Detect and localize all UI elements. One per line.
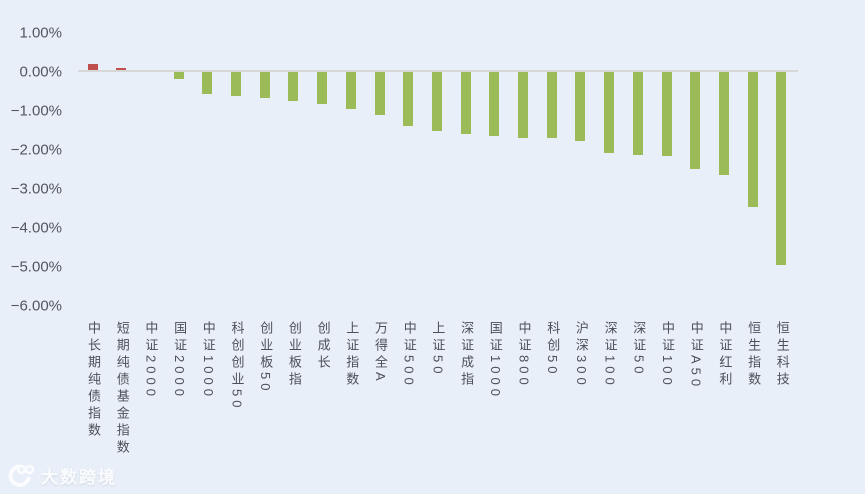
y-tick-label: −2.00%: [10, 141, 62, 159]
x-tick-label: 科创创业50: [229, 321, 245, 412]
x-tick-label: 上证指数: [344, 321, 360, 389]
bar: [518, 72, 528, 138]
bar: [288, 72, 299, 101]
bar: [173, 72, 184, 80]
bar: [661, 72, 672, 156]
bar: [747, 72, 758, 208]
bar: [546, 72, 557, 139]
x-tick-label: 中证100: [660, 321, 675, 389]
bar: [460, 72, 471, 134]
x-tick-label: 科创50: [545, 321, 561, 378]
bar: [632, 72, 643, 156]
x-tick-label: 恒生指数: [746, 321, 762, 389]
bar: [345, 72, 356, 109]
bar: [776, 72, 787, 266]
watermark: 大数跨境: [7, 462, 117, 489]
bar: [317, 72, 328, 104]
y-tick-label: −5.00%: [10, 258, 62, 276]
y-tick-label: −1.00%: [10, 102, 62, 120]
bar: [116, 67, 127, 70]
bar: [259, 72, 270, 98]
x-tick-label: 创业板指: [286, 321, 302, 389]
x-tick-label: 沪深300: [573, 321, 589, 389]
bar: [403, 72, 414, 126]
x-tick-label: 深证50: [631, 321, 647, 378]
x-tick-label: 短期纯债基金指数: [114, 321, 130, 457]
x-tick-label: 中证800: [516, 321, 532, 389]
x-tick-label: 万得全A: [373, 321, 388, 385]
bar: [87, 64, 98, 70]
bar: [690, 72, 701, 170]
bar: [604, 72, 615, 154]
y-axis: 1.00% 0.00% −1.00% −2.00% −3.00% −4.00% −5.00%…: [0, 0, 62, 494]
bar: [431, 72, 442, 131]
bar: [202, 72, 213, 94]
x-tick-label: 中证A50: [688, 321, 704, 391]
x-tick-label: 恒生科技: [774, 321, 790, 389]
bar: [489, 72, 500, 136]
x-tick-label: 创业板50: [258, 321, 274, 395]
y-tick-label: 1.00%: [19, 24, 62, 42]
x-tick-label: 中证1000: [200, 321, 216, 400]
x-tick-label: 上证50: [430, 321, 446, 378]
bar: [231, 72, 241, 97]
x-tick-label: 中证2000: [143, 321, 159, 400]
bar: [374, 72, 385, 115]
watermark-text: 大数跨境: [41, 468, 117, 487]
y-tick-label: −3.00%: [10, 180, 62, 198]
x-axis-line: [78, 70, 798, 72]
x-tick-label: 深证100: [602, 321, 618, 389]
x-tick-label: 中证红利: [717, 321, 733, 389]
x-tick-label: 创成长: [315, 321, 331, 372]
y-tick-label: −4.00%: [10, 219, 62, 237]
x-tick-label: 国证2000: [172, 321, 188, 400]
x-tick-label: 中长期纯债指数: [86, 321, 101, 440]
y-tick-label: −6.00%: [10, 297, 62, 315]
bar: [718, 72, 729, 175]
dashu-logo-icon: [8, 464, 35, 487]
x-tick-label: 中证500: [401, 321, 417, 389]
x-tick-label: 国证1000: [487, 321, 503, 400]
x-tick-label: 深证成指: [459, 321, 475, 389]
y-tick-label: 0.00%: [19, 63, 62, 81]
bar: [575, 72, 586, 141]
